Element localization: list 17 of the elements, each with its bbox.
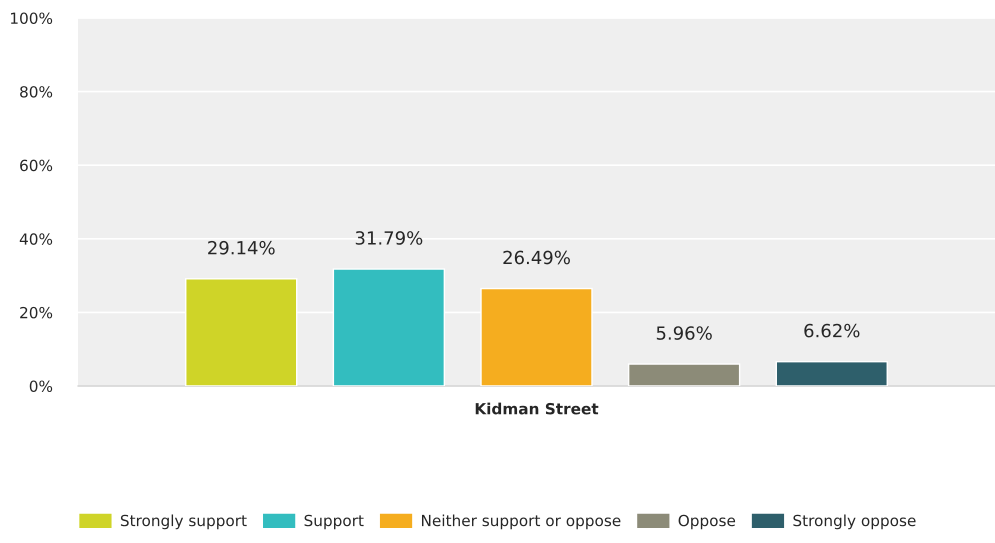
- data-label: 31.79%: [356, 231, 422, 245]
- legend-label: Strongly oppose: [793, 514, 916, 530]
- data-label: 26.49%: [503, 250, 570, 264]
- y-tick-label: 40%: [20, 233, 52, 245]
- y-tick-label: 60%: [20, 160, 52, 172]
- data-label: 5.96%: [656, 326, 712, 340]
- data-label: 6.62%: [804, 324, 860, 338]
- y-tick-label: 80%: [20, 86, 52, 98]
- y-tick-label: 0%: [30, 380, 52, 392]
- legend-label: Oppose: [678, 514, 736, 530]
- y-tick-label: 100%: [11, 12, 52, 24]
- data-label: 29.14%: [208, 240, 275, 255]
- legend-label: Neither support or oppose: [422, 514, 620, 530]
- legend-label: Support: [304, 514, 364, 530]
- x-tick-label: Kidman Street: [476, 402, 598, 414]
- legend-label: Strongly support: [120, 514, 247, 530]
- y-tick-label: 20%: [20, 306, 52, 318]
